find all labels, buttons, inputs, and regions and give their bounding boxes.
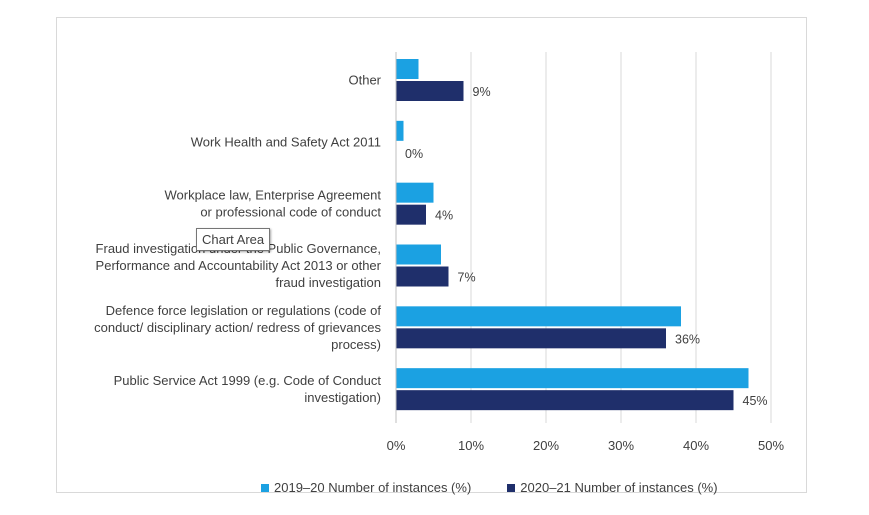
legend-label-2019-20: 2019–20 Number of instances (%) [274,480,472,495]
legend-swatch-2019-20 [261,483,269,492]
category-label: Other [348,73,381,88]
x-tick-label: 10% [458,438,484,453]
legend-item-2019-20: 2019–20 Number of instances (%) [261,480,471,495]
legend-label-2020-21: 2020–21 Number of instances (%) [520,480,718,495]
bar [396,204,426,225]
legend-swatch-2020-21 [507,483,516,492]
bar [396,390,734,411]
data-label: 9% [473,85,491,99]
bar [396,120,404,141]
data-label: 0% [405,147,423,161]
category-label: Public Service Act 1999 (e.g. Code of Co… [114,373,382,388]
x-tick-label: 20% [533,438,559,453]
category-label: Performance and Accountability Act 2013 … [96,258,382,273]
data-label: 45% [743,394,768,408]
bar [396,368,749,389]
category-label: investigation) [304,390,381,405]
bar [396,306,681,327]
bar [396,244,441,265]
x-tick-label: 40% [683,438,709,453]
category-label: conduct/ disciplinary action/ redress of… [94,320,381,335]
category-label: Defence force legislation or regulations… [106,303,382,318]
bar [396,266,449,287]
chart-area[interactable]: 0% 10% 20% 30% 40% 50% Other 9% Work Health and … [56,17,807,495]
legend-item-2020-21: 2020–21 Number of instances (%) [507,480,718,495]
category-label: or professional code of conduct [200,205,381,220]
chart-legend: 2019–20 Number of instances (%) 2020–21 … [261,480,718,495]
bar [396,182,434,203]
x-tick-label: 30% [608,438,634,453]
x-tick-label: 0% [387,438,406,453]
bar-chart-plot: 0% 10% 20% 30% 40% 50% Other 9% Work Health and … [94,52,784,453]
x-tick-label: 50% [758,438,784,453]
data-label: 36% [675,332,700,346]
data-label: 7% [458,271,476,285]
bar [396,81,464,101]
data-label: 4% [435,209,453,223]
category-label: Work Health and Safety Act 2011 [191,134,381,149]
chart-area-tooltip: Chart Area [196,228,271,251]
category-label: fraud investigation [275,275,381,290]
bar [396,59,419,79]
bar [396,328,666,349]
category-label: Workplace law, Enterprise Agreement [164,188,381,203]
category-label: process) [331,337,381,352]
